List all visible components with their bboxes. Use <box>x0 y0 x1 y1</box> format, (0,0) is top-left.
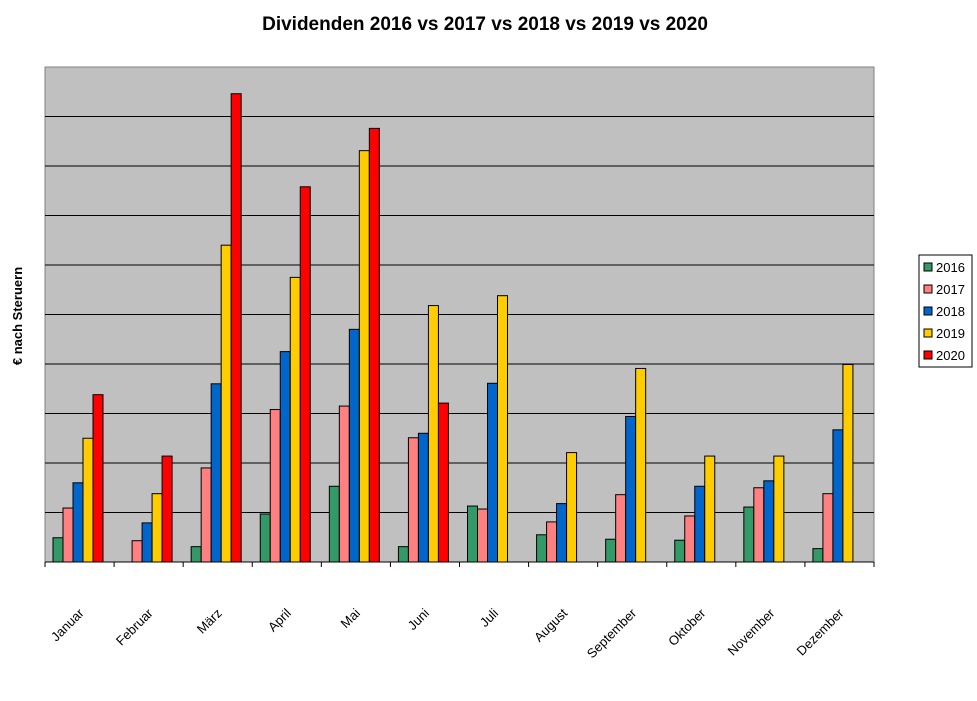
x-tick-label: April <box>265 605 294 634</box>
bar-2017-Juli <box>477 508 488 563</box>
bar-2020-Juni <box>437 402 449 563</box>
x-tick-label: September <box>584 605 640 661</box>
legend-swatch-2019 <box>923 328 933 338</box>
bar-2017-Juni <box>407 437 419 563</box>
bar-2016-Juli <box>467 505 478 563</box>
legend: 2016 2017 2018 2019 2020 <box>918 254 973 368</box>
bar-2017-Januar <box>62 507 74 563</box>
bar-2017-Februar <box>131 540 143 563</box>
bar-2017-März <box>200 467 212 563</box>
bar-2018-Februar <box>141 522 153 563</box>
bar-2016-Dezember <box>812 548 824 563</box>
bar-2018-Juni <box>417 432 429 563</box>
x-tick-labels: Januar Februar März April Mai Juni Juli August S… <box>48 605 847 661</box>
bar-2018-Mai <box>348 328 360 563</box>
bar-2017-Oktober <box>684 515 696 563</box>
bar-2019-Mai <box>358 150 370 563</box>
bar-2017-August <box>546 521 558 563</box>
x-tick-label: Mai <box>338 605 363 630</box>
x-tick-label: Juni <box>405 605 433 633</box>
bar-2019-Juni <box>427 305 439 563</box>
bar-2018-November <box>763 480 775 563</box>
bar-2019-Februar <box>151 493 163 563</box>
bar-2018-Dezember <box>832 429 844 563</box>
bar-2016-Oktober <box>674 539 686 563</box>
x-ticks <box>44 562 875 567</box>
legend-swatch-2017 <box>923 284 933 294</box>
bar-2018-Oktober <box>694 485 706 563</box>
bar-2016-November <box>743 506 755 563</box>
bar-2018-Juli <box>487 382 498 563</box>
legend-swatch-2020 <box>923 350 933 360</box>
bar-2017-November <box>753 487 765 563</box>
bar-2017-Mai <box>338 405 350 563</box>
chart-title: Dividenden 2016 vs 2017 vs 2018 vs 2019 … <box>262 14 708 35</box>
legend-label-2020: 2020 <box>936 348 965 363</box>
bar-2020-Februar <box>161 455 173 563</box>
y-axis-label: € nach Steruern <box>10 267 25 365</box>
legend-label-2018: 2018 <box>936 304 965 319</box>
x-tick-label: November <box>724 605 777 658</box>
bar-2016-August <box>536 534 548 563</box>
bar-2019-November <box>773 455 785 563</box>
legend-label-2017: 2017 <box>936 282 965 297</box>
bar-2018-März <box>210 383 222 563</box>
x-tick-label: Oktober <box>665 605 709 649</box>
bar-2020-März <box>230 93 242 563</box>
bar-2020-Mai <box>368 127 380 563</box>
bar-2020-April <box>299 186 311 563</box>
gridlines <box>45 116 874 513</box>
x-tick-label: August <box>531 605 570 644</box>
bar-2016-Juni <box>397 546 409 563</box>
bar-2020-Januar <box>92 394 104 563</box>
bar-2016-September <box>605 538 617 563</box>
bar-2019-Januar <box>82 437 94 563</box>
bar-2019-Dezember <box>842 363 854 563</box>
legend-swatch-2016 <box>923 262 933 272</box>
x-tick-label: Juli <box>477 605 501 629</box>
bar-2016-Mai <box>328 485 340 563</box>
bar-2017-Dezember <box>822 493 834 563</box>
bar-2018-Januar <box>72 482 84 563</box>
bar-2016-März <box>190 546 202 563</box>
legend-label-2016: 2016 <box>936 260 965 275</box>
bar-2019-Oktober <box>704 455 716 563</box>
x-tick-label: Februar <box>113 605 156 648</box>
bar-2016-April <box>259 513 271 563</box>
bar-2017-September <box>615 494 627 563</box>
bars <box>52 93 854 563</box>
legend-swatch-2018 <box>923 306 933 316</box>
bar-2018-April <box>279 351 291 563</box>
x-tick-label: Januar <box>48 605 87 644</box>
bar-2018-August <box>556 503 568 563</box>
bar-2017-April <box>269 409 281 563</box>
legend-label-2019: 2019 <box>936 326 965 341</box>
x-tick-label: Dezember <box>794 605 847 658</box>
bar-2019-Juli <box>497 295 508 563</box>
bar-2019-September <box>635 367 647 563</box>
bar-2018-September <box>625 415 637 563</box>
bar-2016-Januar <box>52 537 64 563</box>
x-tick-label: März <box>194 606 225 637</box>
bar-2019-August <box>566 452 578 563</box>
bar-2019-April <box>289 276 301 563</box>
bar-2019-März <box>220 244 232 563</box>
